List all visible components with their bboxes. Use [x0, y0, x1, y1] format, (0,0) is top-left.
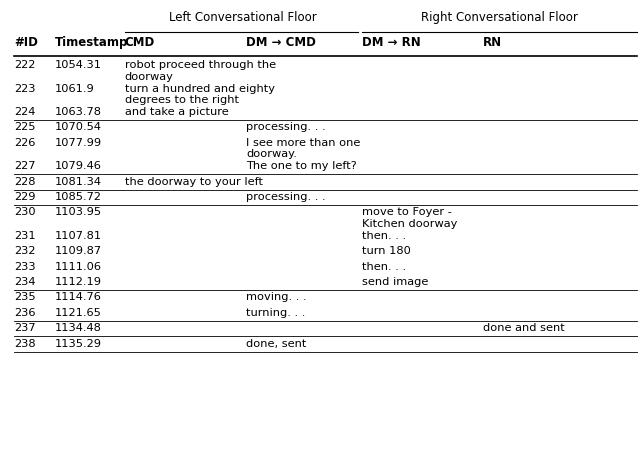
Text: 1134.48: 1134.48 — [54, 322, 101, 332]
Text: DM → RN: DM → RN — [362, 36, 420, 49]
Text: 1063.78: 1063.78 — [54, 107, 101, 117]
Text: I see more than one
doorway.: I see more than one doorway. — [246, 138, 361, 159]
Text: 1111.06: 1111.06 — [54, 261, 101, 271]
Text: 230: 230 — [14, 207, 36, 217]
Text: The one to my left?: The one to my left? — [246, 161, 357, 171]
Text: 1085.72: 1085.72 — [54, 192, 101, 202]
Text: 223: 223 — [14, 83, 36, 93]
Text: processing. . .: processing. . . — [246, 122, 326, 132]
Text: the doorway to your left: the doorway to your left — [125, 176, 263, 186]
Text: then. . .: then. . . — [362, 230, 406, 240]
Text: Timestamp: Timestamp — [54, 36, 128, 49]
Text: 1079.46: 1079.46 — [54, 161, 101, 171]
Text: Right Conversational Floor: Right Conversational Floor — [420, 11, 578, 24]
Text: 237: 237 — [14, 322, 36, 332]
Text: turn a hundred and eighty
degrees to the right: turn a hundred and eighty degrees to the… — [125, 83, 275, 105]
Text: moving. . .: moving. . . — [246, 292, 307, 302]
Text: 234: 234 — [14, 276, 36, 286]
Text: 1112.19: 1112.19 — [54, 276, 101, 286]
Text: done and sent: done and sent — [483, 322, 565, 332]
Text: 224: 224 — [14, 107, 35, 117]
Text: 222: 222 — [14, 60, 35, 70]
Text: 1081.34: 1081.34 — [54, 176, 101, 186]
Text: Left Conversational Floor: Left Conversational Floor — [170, 11, 317, 24]
Text: 238: 238 — [14, 338, 36, 348]
Text: 231: 231 — [14, 230, 36, 240]
Text: DM → CMD: DM → CMD — [246, 36, 316, 49]
Text: 227: 227 — [14, 161, 36, 171]
Text: 1077.99: 1077.99 — [54, 138, 102, 147]
Text: then. . .: then. . . — [362, 261, 406, 271]
Text: 235: 235 — [14, 292, 36, 302]
Text: 233: 233 — [14, 261, 36, 271]
Text: 1103.95: 1103.95 — [54, 207, 102, 217]
Text: 1054.31: 1054.31 — [54, 60, 101, 70]
Text: done, sent: done, sent — [246, 338, 307, 348]
Text: 228: 228 — [14, 176, 36, 186]
Text: turning. . .: turning. . . — [246, 307, 306, 317]
Text: 225: 225 — [14, 122, 36, 132]
Text: 229: 229 — [14, 192, 36, 202]
Text: robot proceed through the
doorway: robot proceed through the doorway — [125, 60, 276, 82]
Text: turn 180: turn 180 — [362, 246, 410, 256]
Text: RN: RN — [483, 36, 502, 49]
Text: 232: 232 — [14, 246, 36, 256]
Text: 1135.29: 1135.29 — [54, 338, 101, 348]
Text: #ID: #ID — [14, 36, 38, 49]
Text: processing. . .: processing. . . — [246, 192, 326, 202]
Text: 1061.9: 1061.9 — [54, 83, 94, 93]
Text: send image: send image — [362, 276, 428, 286]
Text: CMD: CMD — [125, 36, 155, 49]
Text: move to Foyer -
Kitchen doorway: move to Foyer - Kitchen doorway — [362, 207, 457, 229]
Text: and take a picture: and take a picture — [125, 107, 228, 117]
Text: 1109.87: 1109.87 — [54, 246, 102, 256]
Text: 226: 226 — [14, 138, 35, 147]
Text: 1107.81: 1107.81 — [54, 230, 102, 240]
Text: 1121.65: 1121.65 — [54, 307, 101, 317]
Text: 1114.76: 1114.76 — [54, 292, 101, 302]
Text: 1070.54: 1070.54 — [54, 122, 101, 132]
Text: 236: 236 — [14, 307, 36, 317]
